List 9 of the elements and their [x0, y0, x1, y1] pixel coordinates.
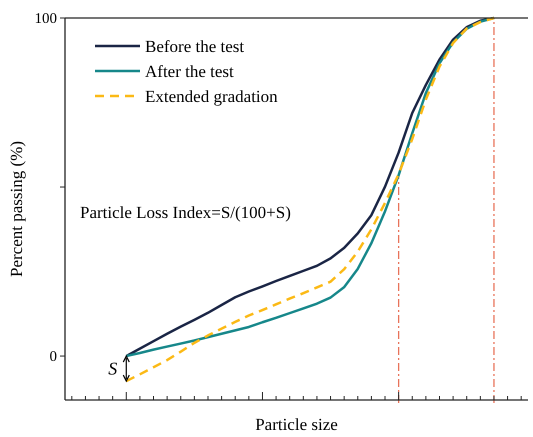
legend-label: After the test: [145, 62, 234, 81]
x-axis-title: Particle size: [255, 415, 338, 434]
legend-label: Before the test: [145, 37, 244, 56]
y-tick-label: 0: [50, 349, 57, 366]
y-axis-title: Percent passing (%): [7, 141, 26, 277]
annotation: Particle Loss Index=S/(100+S): [80, 203, 291, 222]
y-tick-label: 100: [34, 11, 57, 27]
legend-label: Extended gradation: [145, 87, 278, 106]
annotation: S: [108, 358, 118, 379]
